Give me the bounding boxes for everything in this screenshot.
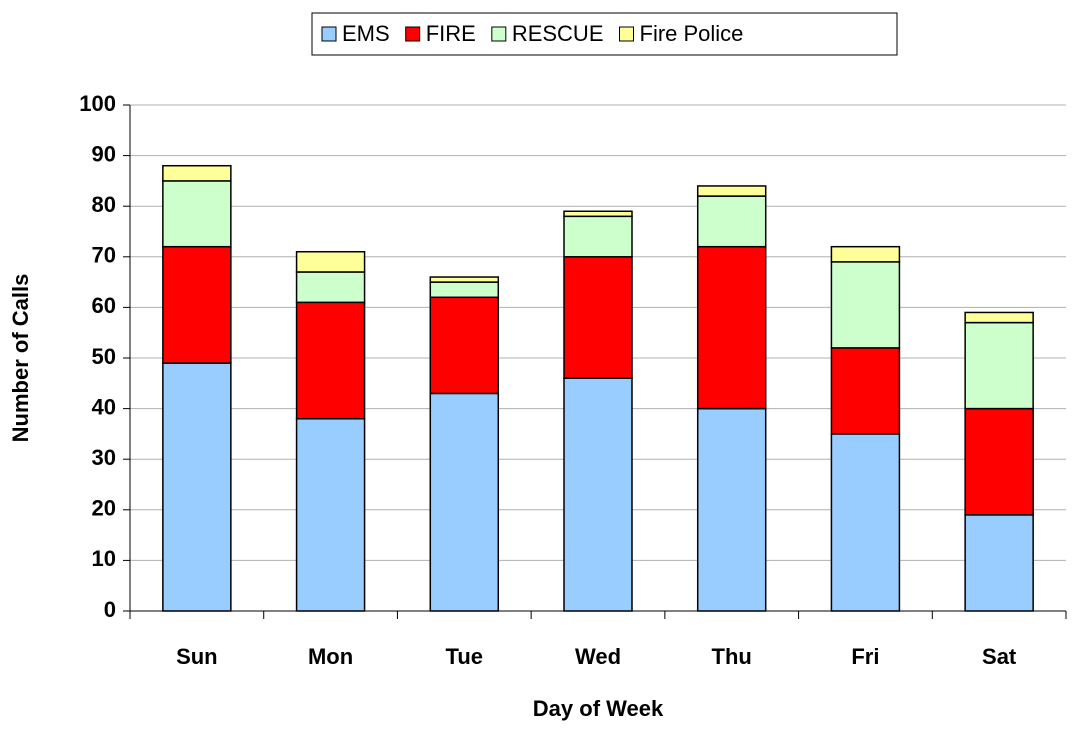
legend-swatch <box>321 26 337 42</box>
bar-segment <box>696 245 767 410</box>
bar-segment <box>429 276 500 283</box>
x-tick-label: Wed <box>575 644 621 669</box>
bar-segment <box>162 164 232 182</box>
bar-segment <box>295 250 366 273</box>
bar-segment <box>696 407 767 612</box>
y-axis-title: Number of Calls <box>8 274 33 443</box>
bar-segment <box>295 301 366 420</box>
legend-swatch <box>405 26 421 42</box>
y-tick-label: 80 <box>92 192 116 217</box>
bar-segment <box>162 245 232 364</box>
legend-label: EMS <box>342 21 390 46</box>
bar-segment <box>830 433 901 612</box>
legend-label: RESCUE <box>512 21 604 46</box>
legend-swatch <box>491 26 507 42</box>
y-tick-label: 0 <box>104 597 116 622</box>
bar-segment <box>830 347 901 435</box>
bar-segment <box>830 261 901 349</box>
bar-segment <box>429 392 500 612</box>
bar-segment <box>964 407 1034 516</box>
x-tick-label: Sun <box>176 644 218 669</box>
bar-segment <box>162 180 232 248</box>
bar-segment <box>696 185 767 197</box>
bar-segment <box>295 417 366 612</box>
y-tick-label: 60 <box>92 293 116 318</box>
bar-segment <box>563 256 633 379</box>
y-tick-label: 70 <box>92 243 116 268</box>
x-tick-label: Fri <box>851 644 879 669</box>
legend-swatch <box>619 26 634 42</box>
legend-label: FIRE <box>426 21 476 46</box>
bar-segment <box>295 271 366 304</box>
x-tick-label: Tue <box>446 644 483 669</box>
y-tick-label: 90 <box>92 141 116 166</box>
y-tick-label: 40 <box>92 394 116 419</box>
bar-segment <box>964 311 1034 324</box>
y-tick-label: 20 <box>92 496 116 521</box>
x-axis-title: Day of Week <box>533 696 664 721</box>
y-tick-label: 10 <box>92 546 116 571</box>
x-tick-label: Sat <box>982 644 1017 669</box>
bar-segment <box>563 377 633 612</box>
bar-segment <box>162 362 232 612</box>
bar-segment <box>964 514 1034 612</box>
bar-segment <box>429 281 500 299</box>
y-tick-label: 50 <box>92 344 116 369</box>
bar-segment <box>696 195 767 248</box>
legend-label: Fire Police <box>640 21 744 46</box>
x-tick-label: Mon <box>308 644 353 669</box>
bar-segment <box>964 321 1034 410</box>
x-tick-label: Thu <box>712 644 752 669</box>
y-tick-label: 100 <box>79 91 116 116</box>
legend-box <box>311 12 898 56</box>
legend: EMS FIRE RESCUE Fire Police <box>321 21 744 46</box>
bar-segment <box>563 215 633 258</box>
bar-segment <box>429 296 500 395</box>
bar-segment <box>830 245 901 263</box>
bar-segment <box>563 210 633 218</box>
y-tick-label: 30 <box>92 445 116 470</box>
